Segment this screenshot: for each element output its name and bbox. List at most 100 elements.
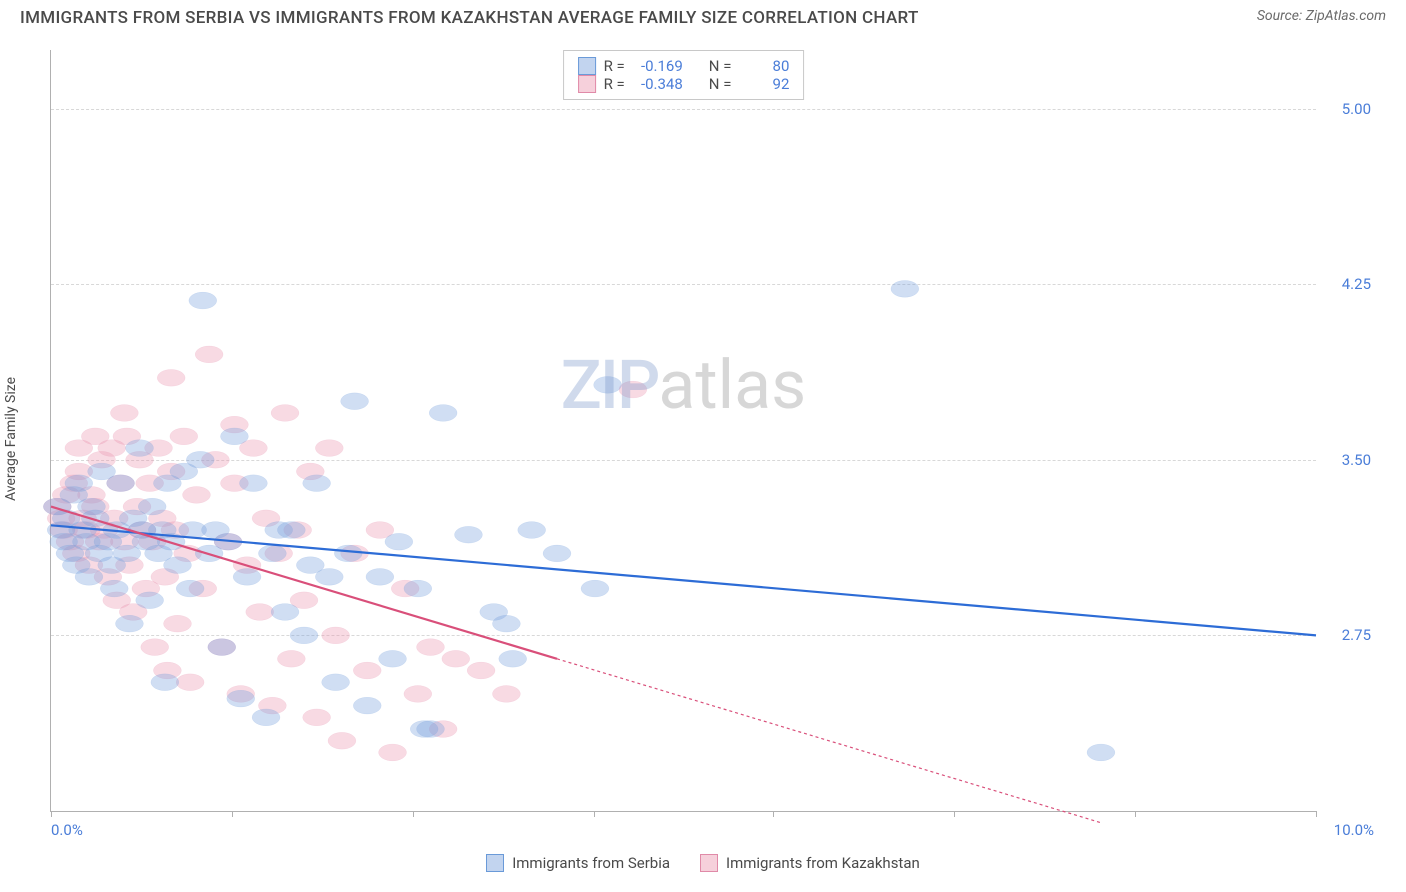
point-serbia [107, 475, 135, 492]
plot-area: Average Family Size 2.753.504.255.00 ZIP… [50, 50, 1316, 812]
point-serbia [116, 615, 144, 632]
point-kazakhstan [442, 650, 470, 667]
point-kazakhstan [353, 662, 381, 679]
legend-swatch-serbia [486, 854, 504, 872]
stats-row-serbia: R = -0.169 N = 80 [578, 57, 790, 75]
point-kazakhstan [183, 487, 211, 504]
point-serbia [429, 405, 457, 422]
swatch-kazakhstan [578, 75, 596, 93]
point-serbia [75, 568, 103, 585]
point-serbia [322, 674, 350, 691]
point-serbia [65, 475, 93, 492]
point-serbia [366, 568, 394, 585]
point-serbia [499, 650, 527, 667]
point-kazakhstan [492, 686, 520, 703]
chart-container: Average Family Size 2.753.504.255.00 ZIP… [50, 50, 1376, 837]
point-kazakhstan [379, 744, 407, 761]
stats-box: R = -0.169 N = 80 R = -0.348 N = 92 [563, 50, 805, 100]
point-serbia [417, 721, 445, 738]
point-serbia [221, 428, 249, 445]
point-serbia [543, 545, 571, 562]
point-kazakhstan [467, 662, 495, 679]
x-tick [1316, 811, 1317, 817]
point-kazakhstan [619, 381, 647, 398]
y-axis-label: Average Family Size [3, 376, 19, 500]
point-serbia [233, 568, 261, 585]
n-label: N = [709, 75, 732, 93]
point-serbia [136, 592, 164, 609]
point-serbia [258, 545, 286, 562]
y-tick-label: 3.50 [1321, 451, 1371, 469]
point-serbia [186, 451, 214, 468]
n-value-serbia: 80 [739, 57, 789, 75]
point-kazakhstan [246, 604, 274, 621]
x-tick [1135, 811, 1136, 817]
point-kazakhstan [176, 674, 204, 691]
point-serbia [455, 526, 483, 543]
x-max-label: 10.0% [1334, 821, 1374, 839]
r-value-kazakhstan: -0.348 [633, 75, 683, 93]
point-kazakhstan [417, 639, 445, 656]
point-serbia [176, 580, 204, 597]
plot-svg [51, 50, 1316, 811]
x-tick [773, 811, 774, 817]
x-tick [413, 811, 414, 817]
point-serbia [81, 510, 109, 527]
y-tick-label: 2.75 [1321, 626, 1371, 644]
point-kazakhstan [322, 627, 350, 644]
point-serbia [492, 615, 520, 632]
legend-swatch-kazakhstan [700, 854, 718, 872]
point-serbia [239, 475, 267, 492]
point-serbia [151, 674, 179, 691]
legend-label-serbia: Immigrants from Serbia [512, 854, 670, 872]
point-kazakhstan [195, 346, 223, 363]
source-label: Source: ZipAtlas.com [1257, 8, 1386, 24]
point-serbia [303, 475, 331, 492]
point-serbia [315, 568, 343, 585]
point-serbia [581, 580, 609, 597]
point-serbia [126, 440, 154, 457]
point-serbia [891, 280, 919, 297]
point-serbia [164, 557, 192, 574]
point-kazakhstan [404, 686, 432, 703]
regline-dash-kazakhstan [557, 659, 1101, 823]
point-serbia [385, 533, 413, 550]
bottom-legend: Immigrants from Serbia Immigrants from K… [0, 854, 1406, 872]
y-tick-label: 5.00 [1321, 100, 1371, 118]
point-kazakhstan [141, 639, 169, 656]
r-value-serbia: -0.169 [633, 57, 683, 75]
swatch-serbia [578, 57, 596, 75]
x-tick [954, 811, 955, 817]
stats-row-kazakhstan: R = -0.348 N = 92 [578, 75, 790, 93]
point-kazakhstan [164, 615, 192, 632]
point-serbia [1087, 744, 1115, 761]
y-tick-label: 4.25 [1321, 275, 1371, 293]
point-serbia [138, 498, 166, 515]
point-kazakhstan [271, 405, 299, 422]
point-serbia [252, 709, 280, 726]
point-serbia [227, 690, 255, 707]
point-serbia [404, 580, 432, 597]
point-serbia [277, 522, 305, 539]
point-kazakhstan [157, 369, 185, 386]
point-serbia [518, 522, 546, 539]
point-kazakhstan [328, 732, 356, 749]
point-serbia [341, 393, 369, 410]
point-serbia [353, 697, 381, 714]
point-serbia [379, 650, 407, 667]
legend-item-serbia: Immigrants from Serbia [486, 854, 670, 872]
point-serbia [100, 580, 128, 597]
point-serbia [208, 639, 236, 656]
point-serbia [271, 604, 299, 621]
legend-item-kazakhstan: Immigrants from Kazakhstan [700, 854, 920, 872]
r-label: R = [604, 57, 625, 75]
n-label: N = [709, 57, 732, 75]
point-serbia [290, 627, 318, 644]
x-tick [51, 811, 52, 817]
n-value-kazakhstan: 92 [739, 75, 789, 93]
point-serbia [189, 292, 217, 309]
x-tick [594, 811, 595, 817]
legend-label-kazakhstan: Immigrants from Kazakhstan [726, 854, 920, 872]
point-kazakhstan [170, 428, 198, 445]
point-kazakhstan [315, 440, 343, 457]
